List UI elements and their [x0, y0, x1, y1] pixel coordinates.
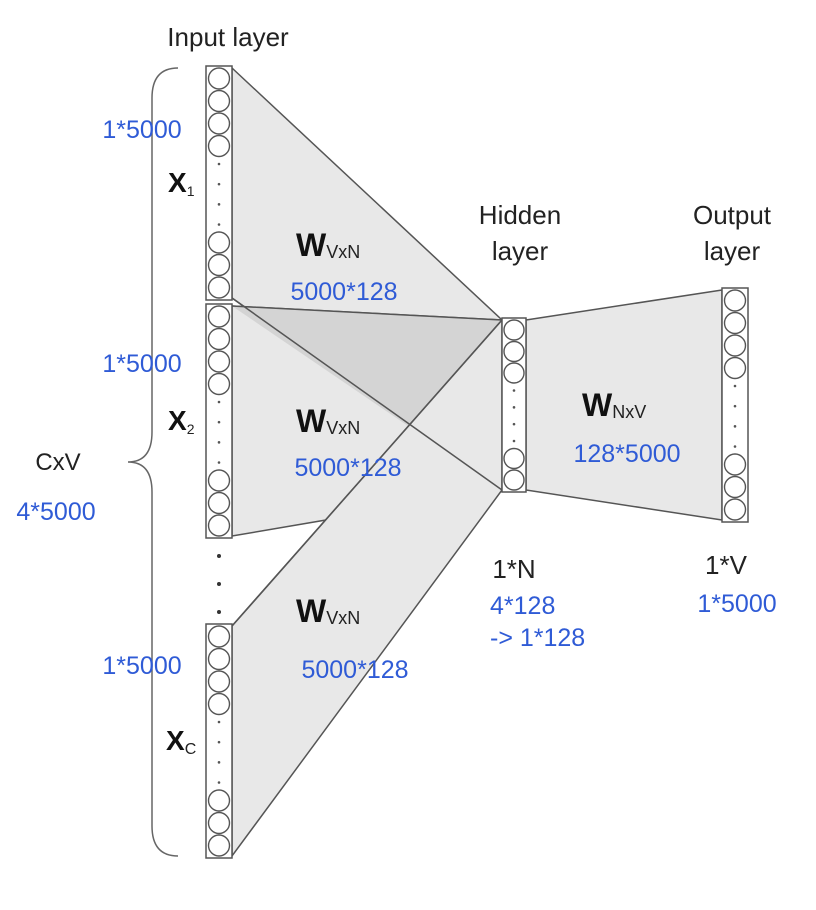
neuron-ellipsis-dot	[217, 182, 221, 186]
output-layer-title: layer	[704, 236, 761, 266]
neuron-node	[207, 327, 231, 351]
neuron-ellipsis-dot	[217, 400, 221, 404]
neuron-node	[723, 289, 747, 312]
neuron-ellipsis-dot	[512, 389, 516, 392]
neuron-ellipsis-dot	[512, 406, 516, 409]
output-weight-label: WNxV	[582, 387, 646, 423]
input-neuron-column-x1	[205, 65, 233, 301]
neuron-ellipsis-dot	[217, 720, 221, 724]
neuron-ellipsis-dot	[217, 781, 221, 784]
neuron-node	[207, 469, 231, 492]
neuron-node	[723, 334, 747, 357]
neuron-node	[503, 362, 525, 384]
input-neuron-column-xc	[205, 623, 233, 859]
context-brace	[127, 67, 179, 857]
weight-size-label: 5000*128	[290, 278, 397, 306]
neuron-node	[503, 447, 525, 470]
ellipsis-dot	[217, 554, 221, 558]
hidden-dim-label: 1*N	[492, 554, 535, 584]
context-dim-label: 4*5000	[16, 498, 95, 526]
projection-panels	[231, 66, 503, 859]
neuron-node	[723, 498, 747, 521]
ellipsis-dots	[217, 554, 221, 614]
context-label: CxV	[35, 449, 80, 476]
neuron-ellipsis-dot	[733, 445, 737, 448]
neuron-ellipsis-dot	[733, 384, 737, 388]
input-neuron-column-x2	[205, 303, 233, 539]
output-dim-label: 1*V	[705, 550, 748, 580]
neuron-node	[207, 305, 231, 328]
neuron-ellipsis-dot	[217, 461, 221, 464]
projection-line	[231, 297, 503, 491]
neuron-node	[207, 372, 231, 396]
neuron-node	[207, 253, 231, 277]
neuron-ellipsis-dot	[217, 162, 221, 166]
projection-line	[231, 319, 503, 627]
neuron-node	[207, 67, 231, 90]
neuron-node	[207, 625, 231, 648]
output-layer-title: Output	[693, 200, 772, 230]
neuron-ellipsis-dot	[217, 420, 221, 424]
hidden-layer-title: layer	[492, 236, 549, 266]
neuron-ellipsis-dot	[733, 425, 737, 428]
input-var-label: XC	[166, 725, 196, 758]
output-dim-size-label: 1*5000	[697, 590, 776, 618]
neuron-node	[503, 319, 525, 341]
input-dim-label: 1*5000	[102, 652, 181, 680]
neuron-node	[207, 670, 231, 693]
input-dim-label: 1*5000	[102, 116, 181, 144]
neuron-node	[207, 692, 231, 716]
neuron-node	[503, 469, 525, 491]
neuron-node	[207, 89, 231, 113]
output-weight-size-label: 128*5000	[573, 440, 680, 468]
neuron-ellipsis-dot	[217, 740, 221, 744]
weight-label: WVxN	[296, 593, 360, 629]
neuron-node	[723, 311, 747, 335]
neuron-ellipsis-dot	[217, 761, 221, 764]
neuron-node	[207, 789, 231, 812]
input-dim-label: 1*5000	[102, 350, 181, 378]
output-neuron-column	[721, 287, 749, 523]
hidden-dim-a-label: 4*128	[490, 592, 555, 620]
weight-size-label: 5000*128	[301, 656, 408, 684]
neuron-ellipsis-dot	[733, 404, 737, 408]
neuron-node	[207, 811, 231, 835]
neuron-node	[207, 514, 231, 537]
neuron-node	[207, 350, 231, 373]
weight-size-label: 5000*128	[294, 454, 401, 482]
neuron-node	[503, 340, 525, 363]
ellipsis-dot	[217, 582, 221, 586]
input-var-label: X1	[168, 167, 195, 199]
weight-label: WVxN	[296, 227, 360, 263]
neuron-node	[723, 356, 747, 380]
weight-label: WVxN	[296, 403, 360, 439]
neuron-node	[207, 647, 231, 671]
neuron-node	[207, 231, 231, 254]
neuron-node	[207, 276, 231, 299]
neuron-node	[207, 834, 231, 857]
input-var-label: X2	[168, 405, 195, 437]
neuron-node	[723, 475, 747, 499]
projection-line	[231, 305, 503, 321]
hidden-dim-b-label: -> 1*128	[490, 624, 585, 652]
neuron-ellipsis-dot	[512, 422, 516, 426]
ellipsis-dot	[217, 610, 221, 614]
neuron-ellipsis-dot	[217, 203, 221, 206]
hidden-layer-title: Hidden	[479, 200, 561, 230]
neuron-node	[207, 491, 231, 515]
neuron-ellipsis-dot	[217, 223, 221, 226]
neuron-node	[207, 134, 231, 158]
input-layer-title: Input layer	[167, 22, 289, 52]
neuron-ellipsis-dot	[512, 439, 516, 443]
neuron-ellipsis-dot	[217, 441, 221, 444]
hidden-neuron-column	[501, 317, 527, 493]
neuron-node	[723, 453, 747, 476]
neuron-node	[207, 112, 231, 135]
